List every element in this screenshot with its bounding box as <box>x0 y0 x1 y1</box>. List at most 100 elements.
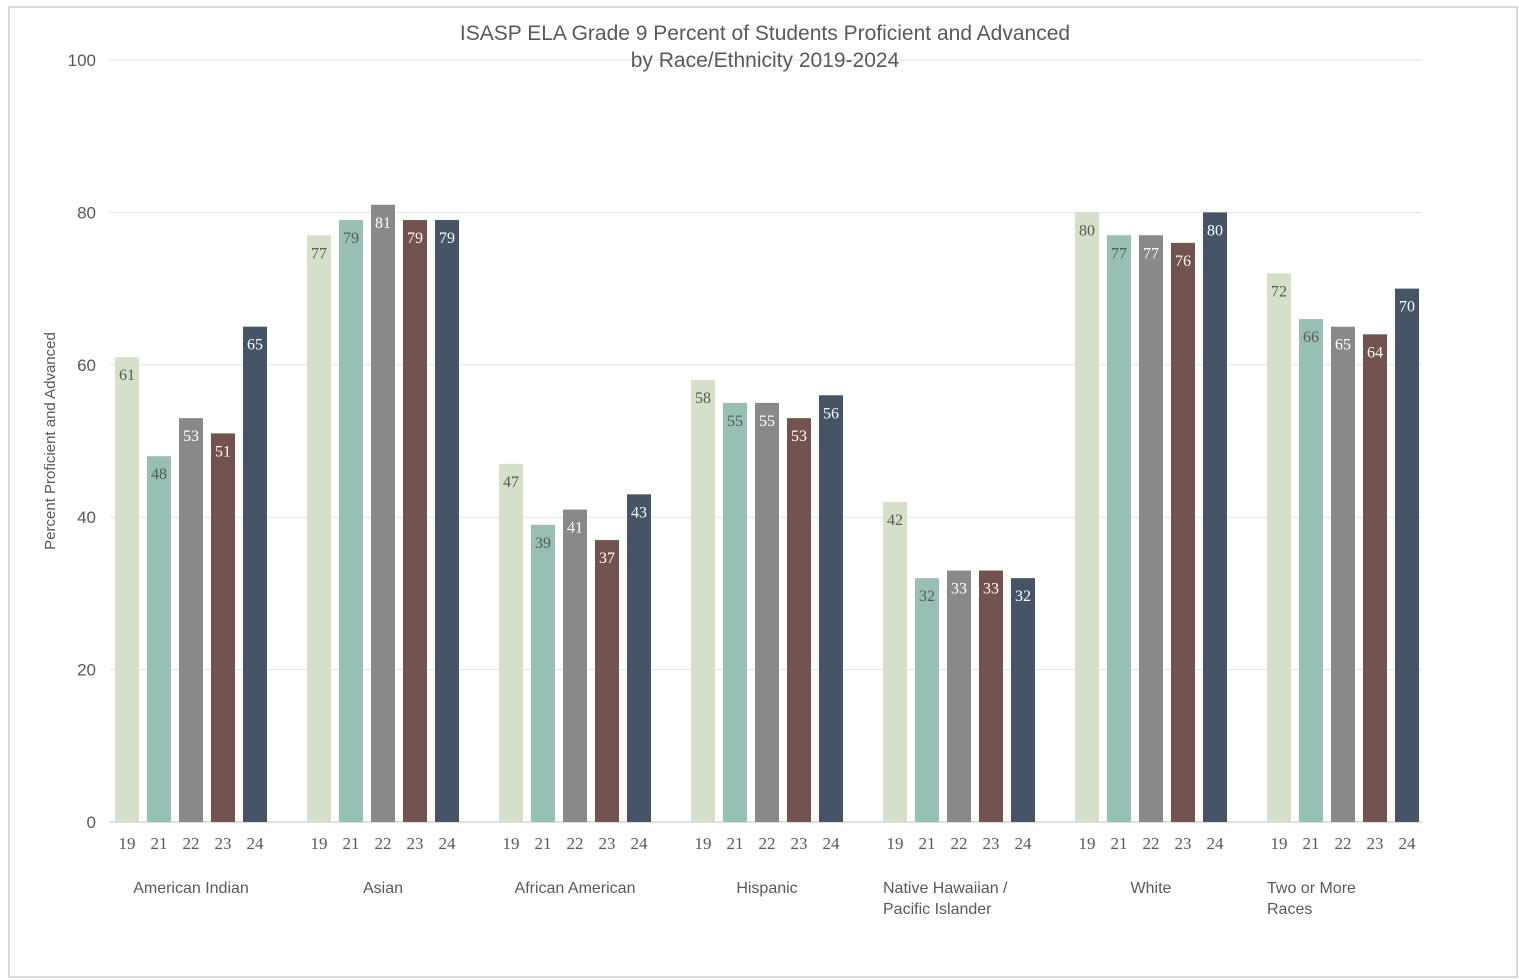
y-tick-label: 60 <box>77 356 96 375</box>
bar <box>307 235 331 822</box>
data-label: 43 <box>631 504 647 521</box>
category-label: Pacific Islander <box>883 901 992 918</box>
x-tick-label: 22 <box>567 834 584 853</box>
data-label: 33 <box>951 581 967 598</box>
bar <box>435 220 459 822</box>
x-tick-label: 24 <box>1399 834 1417 853</box>
y-tick-label: 40 <box>77 508 96 527</box>
x-tick-label: 23 <box>983 834 1000 853</box>
data-label: 77 <box>311 245 327 262</box>
bar <box>1395 288 1419 823</box>
data-label: 51 <box>215 443 231 460</box>
data-label: 81 <box>375 215 391 232</box>
bar <box>371 204 395 822</box>
bar <box>115 357 139 822</box>
data-label: 79 <box>439 230 455 247</box>
x-tick-label: 24 <box>631 834 649 853</box>
bar <box>531 524 555 822</box>
data-labels: 61 48 53 51 65 77 79 81 79 79 47 39 41 37 43 58 55 55 53 56… <box>119 215 1415 605</box>
data-label: 55 <box>727 413 743 430</box>
category-label: Native Hawaiian / <box>883 880 1008 897</box>
bar <box>179 418 203 822</box>
data-label: 66 <box>1303 329 1319 346</box>
data-label: 61 <box>119 367 135 384</box>
bar <box>1107 235 1131 822</box>
y-tick-label: 80 <box>77 203 96 222</box>
x-tick-label: 22 <box>951 834 968 853</box>
data-label: 47 <box>503 474 519 491</box>
bar <box>403 220 427 822</box>
data-label: 76 <box>1175 253 1191 270</box>
x-tick-label: 22 <box>1143 834 1160 853</box>
category-label: Asian <box>363 880 403 897</box>
x-tick-label: 19 <box>119 834 136 853</box>
data-label: 39 <box>535 535 551 552</box>
data-label: 37 <box>599 550 615 567</box>
data-label: 42 <box>887 512 903 529</box>
data-label: 79 <box>407 230 423 247</box>
x-tick-label: 23 <box>1367 834 1384 853</box>
bar <box>723 402 747 822</box>
bar <box>979 570 1003 822</box>
data-label: 64 <box>1367 344 1383 361</box>
y-axis-label: Percent Proficient and Advanced <box>42 332 59 550</box>
bar <box>787 418 811 822</box>
category-label: American Indian <box>133 880 249 897</box>
y-tick-label: 0 <box>87 813 96 832</box>
y-tick-label: 20 <box>77 661 96 680</box>
category-label: African American <box>515 880 636 897</box>
bar <box>1267 273 1291 822</box>
x-tick-label: 22 <box>759 834 776 853</box>
x-tick-label: 23 <box>1175 834 1192 853</box>
category-label: Races <box>1267 901 1312 918</box>
data-label: 77 <box>1143 245 1159 262</box>
bar <box>1331 326 1355 822</box>
x-tick-label: 19 <box>1079 834 1096 853</box>
data-label: 80 <box>1079 222 1095 239</box>
bar <box>1203 212 1227 822</box>
bar <box>1139 235 1163 822</box>
data-label: 32 <box>1015 588 1031 605</box>
axes: 0 20 40 60 80 100 19 21 22 23 24 American Indian 19 2… <box>68 51 1416 918</box>
data-label: 65 <box>247 337 263 354</box>
bar <box>947 570 971 822</box>
x-tick-label: 19 <box>1271 834 1288 853</box>
category-label: White <box>1131 880 1172 897</box>
data-label: 77 <box>1111 245 1127 262</box>
data-label: 41 <box>567 520 583 537</box>
bar <box>499 463 523 822</box>
data-label: 70 <box>1399 299 1415 316</box>
x-tick-label: 23 <box>599 834 616 853</box>
bar <box>339 220 363 822</box>
x-tick-label: 19 <box>311 834 328 853</box>
bar <box>211 433 235 822</box>
x-tick-label: 24 <box>439 834 457 853</box>
chart-title: ISASP ELA Grade 9 Percent of Students Pr… <box>460 22 1070 45</box>
x-tick-label: 24 <box>247 834 265 853</box>
bar <box>1075 212 1099 822</box>
bar <box>819 395 843 822</box>
x-tick-label: 22 <box>375 834 392 853</box>
data-label: 33 <box>983 581 999 598</box>
x-tick-label: 23 <box>407 834 424 853</box>
bar <box>563 509 587 822</box>
category-label: Two or More <box>1267 880 1356 897</box>
bar <box>1171 242 1195 822</box>
bar <box>755 402 779 822</box>
bars <box>115 204 1419 823</box>
bar <box>627 494 651 822</box>
x-tick-label: 21 <box>535 834 552 853</box>
data-label: 55 <box>759 413 775 430</box>
data-label: 56 <box>823 405 839 422</box>
data-label: 32 <box>919 588 935 605</box>
bar <box>147 456 171 822</box>
x-tick-label: 21 <box>1303 834 1320 853</box>
bar <box>883 501 907 822</box>
chart-subtitle: by Race/Ethnicity 2019-2024 <box>631 49 900 72</box>
data-label: 53 <box>183 428 199 445</box>
x-tick-label: 23 <box>791 834 808 853</box>
data-label: 72 <box>1271 283 1287 300</box>
data-label: 79 <box>343 230 359 247</box>
data-label: 48 <box>151 466 167 483</box>
x-tick-label: 22 <box>1335 834 1352 853</box>
